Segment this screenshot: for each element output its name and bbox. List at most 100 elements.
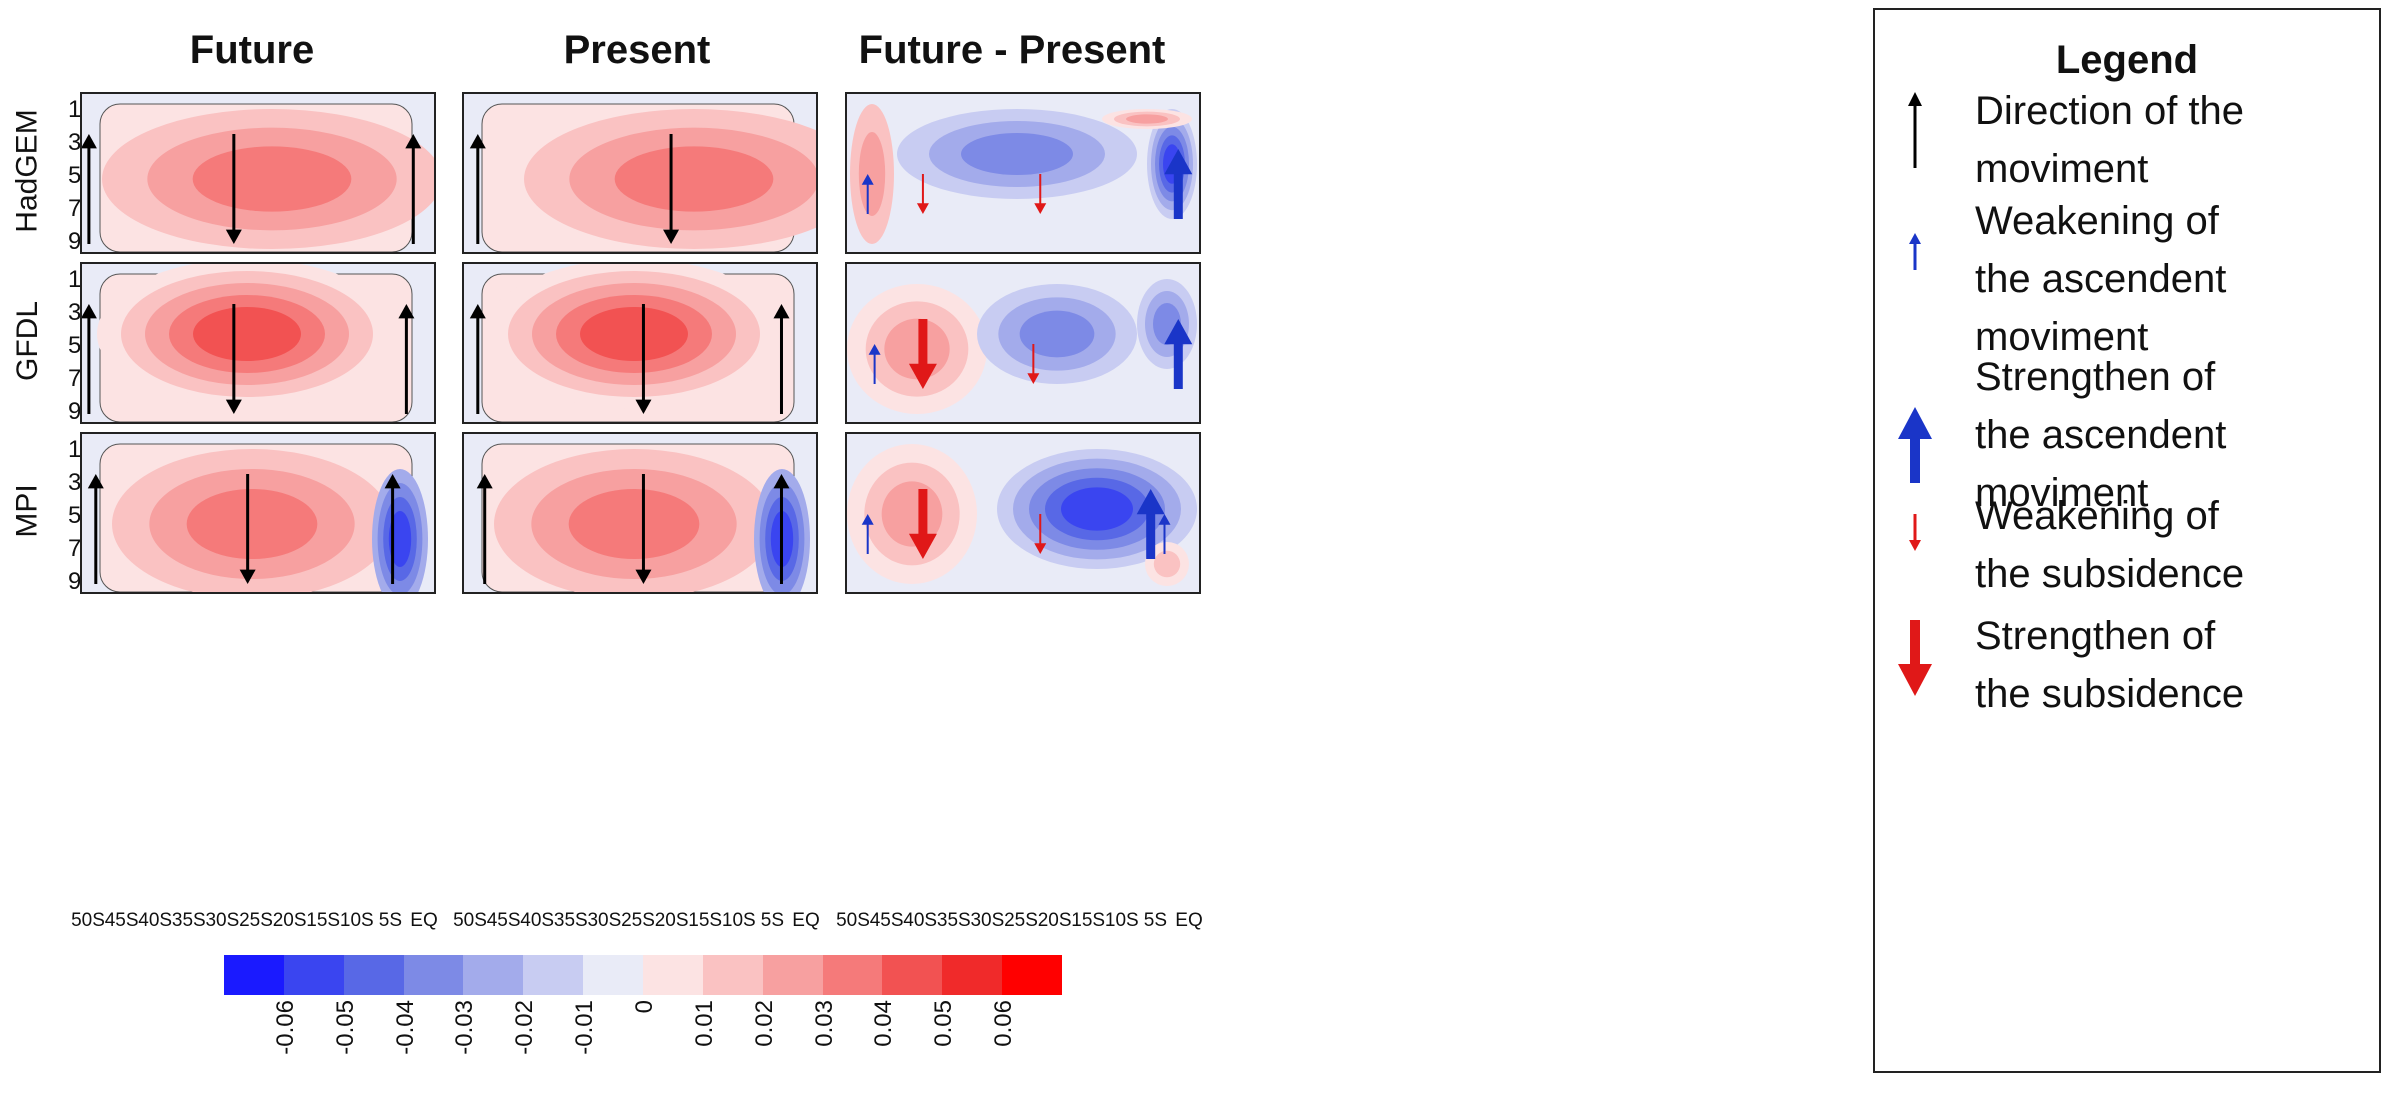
- x-tick-label: 15S: [688, 910, 723, 931]
- colorbar-label: -0.03: [451, 1000, 479, 1055]
- contour-field: [1019, 310, 1095, 358]
- colorbar-segment: [702, 955, 764, 995]
- contour-field: [1061, 487, 1133, 531]
- circulation-arrow: [82, 134, 97, 244]
- panel-mpi-0: [80, 432, 436, 594]
- x-tick-label: 35S: [936, 910, 971, 931]
- x-tick-label: 25S: [239, 910, 273, 931]
- colorbar-label: -0.05: [331, 1000, 359, 1055]
- contour-field: [1126, 114, 1168, 124]
- contour-field: [568, 489, 700, 559]
- x-tick-label: 20S: [1037, 910, 1072, 931]
- colorbar-segment: [583, 955, 644, 995]
- large-red-down-arrow-icon: [1898, 620, 1932, 696]
- x-tick-label: EQ: [792, 910, 820, 931]
- panel-mpi-2: [845, 432, 1201, 594]
- x-tick-label: 10S: [721, 910, 756, 931]
- circulation-arrow: [916, 174, 929, 214]
- x-tick-label: 5S: [1143, 910, 1168, 931]
- x-tick-label: 15S: [1071, 910, 1106, 931]
- panel-hadgem-0: [80, 92, 436, 254]
- colorbar-segment: [283, 955, 345, 995]
- colorbar-label: -0.06: [271, 1000, 299, 1055]
- x-tick-label: 25S: [621, 910, 655, 931]
- x-tick-label: 20S: [654, 910, 689, 931]
- colorbar-segment: [1002, 955, 1063, 995]
- circulation-arrow: [476, 474, 493, 584]
- panel-hadgem-1: [462, 92, 818, 254]
- x-tick-label: 50S: [836, 910, 870, 931]
- panel-gfdl-0: [80, 262, 436, 424]
- colorbar-label: 0.04: [870, 1000, 898, 1047]
- panel-mpi-1: [462, 432, 818, 594]
- colorbar-segment: [942, 955, 1003, 995]
- legend-title: Legend: [2055, 38, 2199, 82]
- legend-item-weak-ascent: Weakening of the ascendent moviment: [1975, 199, 2227, 359]
- contour-field: [186, 489, 318, 559]
- circulation-arrow: [773, 474, 790, 584]
- panel-gfdl-1: [462, 262, 818, 424]
- x-tick-label: 50S: [71, 910, 105, 931]
- legend-item-strong-ascent: Strengthen of the ascendent moviment: [1975, 355, 2227, 515]
- colorbar-label: 0.03: [810, 1000, 838, 1047]
- panel-gfdl-2: [845, 262, 1201, 424]
- x-tick-label: 5S: [378, 910, 403, 931]
- circulation-arrow: [908, 489, 937, 559]
- legend-item-strong-subsidence: Strengthen of the subsidence: [1975, 614, 2245, 716]
- colorbar-segment: [343, 955, 405, 995]
- x-tick-label: 15S: [306, 910, 341, 931]
- x-tick-label: 40S: [903, 910, 938, 931]
- circulation-arrow: [908, 319, 937, 389]
- colorbar-label: -0.04: [391, 1000, 419, 1055]
- colorbar-segment: [762, 955, 824, 995]
- colorbar-segment: [822, 955, 883, 995]
- colorbar-segment: [463, 955, 524, 995]
- legend-item-direction: Direction of the moviment: [1975, 89, 2245, 191]
- column-title-present: Present: [563, 28, 711, 72]
- circulation-arrow: [868, 344, 881, 384]
- x-tick-label: EQ: [410, 910, 438, 931]
- x-tick-label: 45S: [869, 910, 904, 931]
- circulation-arrow: [861, 514, 874, 554]
- x-tick-label: 45S: [104, 910, 139, 931]
- circulation-arrow: [773, 304, 790, 414]
- circulation-arrow: [663, 134, 680, 244]
- x-tick-label: 10S: [339, 910, 374, 931]
- circulation-arrow: [1158, 514, 1171, 554]
- legend: Legend Direction of the moviment Weakeni…: [1873, 8, 2381, 1073]
- panel-hadgem-2: [845, 92, 1201, 254]
- x-tick-label: 45S: [486, 910, 521, 931]
- circulation-arrow: [1136, 489, 1165, 559]
- circulation-arrow: [87, 474, 104, 584]
- x-tick-label: 30S: [587, 910, 622, 931]
- colorbar-label: -0.02: [511, 1000, 539, 1055]
- x-tick-label: 40S: [520, 910, 555, 931]
- x-tick-label: EQ: [1175, 910, 1203, 931]
- colorbar-segment: [224, 955, 285, 995]
- colorbar-label: 0.01: [690, 1000, 718, 1047]
- contour-field: [614, 146, 774, 212]
- small-blue-up-arrow-icon: [1909, 233, 1921, 270]
- column-title-future: Future: [189, 28, 315, 72]
- x-tick-label: 25S: [1004, 910, 1038, 931]
- circulation-arrow: [1164, 149, 1193, 219]
- contour-field: [192, 146, 352, 212]
- colorbar-label: -0.01: [571, 1000, 599, 1055]
- x-tick-label: 40S: [138, 910, 173, 931]
- colorbar-label: 0.02: [750, 1000, 778, 1047]
- small-red-down-arrow-icon: [1909, 514, 1921, 551]
- column-title-difference: Future - Present: [858, 28, 1166, 72]
- large-blue-up-arrow-icon: [1898, 407, 1932, 483]
- thin-black-up-arrow-icon: [1908, 92, 1922, 168]
- circulation-arrow: [635, 304, 652, 414]
- contour-field: [388, 511, 412, 567]
- legend-item-weak-subsidence: Weakening of the subsidence: [1975, 494, 2245, 596]
- row-label-mpi: MPI: [11, 484, 44, 538]
- colorbar-segment: [523, 955, 584, 995]
- x-tick-label: 30S: [970, 910, 1005, 931]
- circulation-arrow: [225, 134, 242, 244]
- circulation-arrow: [405, 134, 422, 244]
- x-tick-label: 30S: [205, 910, 240, 931]
- x-tick-label: 35S: [553, 910, 588, 931]
- contour-field: [580, 307, 688, 361]
